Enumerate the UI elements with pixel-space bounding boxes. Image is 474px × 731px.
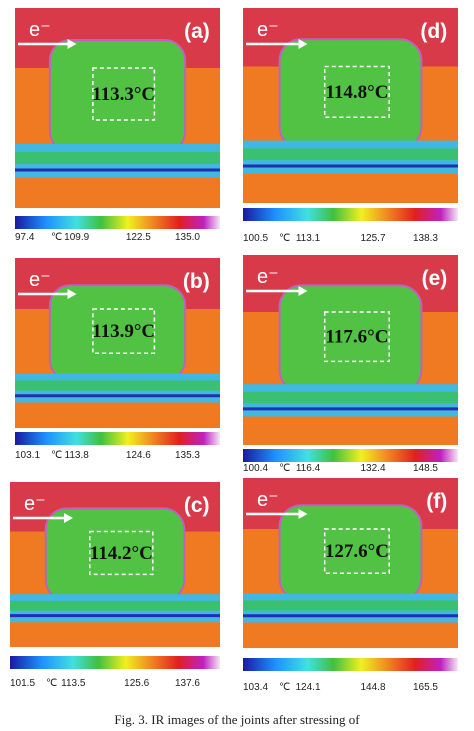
colorbar-tick-label: 109.9 <box>64 232 89 243</box>
panel-label: (b) <box>183 270 210 293</box>
colorbar-tick-label: 103.4 <box>243 682 268 693</box>
measure-box <box>323 311 390 363</box>
colorbar-unit: ℃ <box>279 233 290 244</box>
colorbar-tick-label: 97.4 <box>15 232 35 243</box>
bottom-layer-core <box>10 600 220 611</box>
temperature: 114.2°C <box>90 543 153 564</box>
temperature: 113.3°C <box>92 84 155 105</box>
colorbar-tick-label: 137.6 <box>175 678 200 689</box>
bottom-layer-core <box>243 391 458 404</box>
electron-label: e⁻ <box>257 489 279 511</box>
panel-label: (f) <box>426 490 447 513</box>
colorbar-tick-label: 148.5 <box>413 463 438 474</box>
colorbar-tick-label: 116.4 <box>296 463 321 474</box>
electron-label: e⁻ <box>24 493 46 515</box>
colorbar <box>15 216 220 229</box>
bottom-layer-core <box>243 148 458 161</box>
measure-box <box>89 530 154 576</box>
colorbar-tick-label: 165.5 <box>413 682 438 693</box>
colorbar <box>243 208 458 221</box>
colorbar-tick-label: 125.6 <box>124 678 149 689</box>
temperature: 117.6°C <box>325 327 388 348</box>
temperature: 127.6°C <box>325 541 389 562</box>
colorbar-tick-label: 135.0 <box>175 232 200 243</box>
colorbar-tick-label: 132.4 <box>360 463 385 474</box>
arrow-head <box>67 289 77 299</box>
temperature: 113.9°C <box>92 321 155 342</box>
colorbar <box>243 658 458 671</box>
colorbar-unit: ℃ <box>51 232 62 243</box>
colorbar-tick-label: 101.5 <box>10 678 35 689</box>
ir-panel: 117.6°C (e) e⁻ 100.4 116.4 132.4 148.5 ℃ <box>243 255 458 474</box>
arrow-head <box>298 509 308 519</box>
measure-box <box>92 308 156 354</box>
caption: Fig. 3. IR images of the joints after st… <box>114 712 360 727</box>
ir-panel: 113.3°C (a) e⁻ 97.4 109.9 122.5 135.0 ℃ <box>15 8 220 243</box>
colorbar-tick-label: 124.6 <box>126 450 151 461</box>
bottom-layer-core <box>15 380 220 391</box>
arrow-head <box>298 39 308 49</box>
temperature: 114.8°C <box>325 82 388 103</box>
colorbar-tick-label: 100.5 <box>243 233 268 244</box>
ir-panel: 114.2°C (c) e⁻ 101.5 113.5 125.6 137.6 ℃ <box>10 482 220 689</box>
colorbar-unit: ℃ <box>279 682 290 693</box>
panel-label: (d) <box>420 20 447 43</box>
ir-panel: 127.6°C (f) e⁻ 103.4 124.1 144.8 165.5 ℃ <box>243 478 458 693</box>
electron-label: e⁻ <box>29 19 51 41</box>
ir-panel: 113.9°C (b) e⁻ 103.1 113.8 124.6 135.3 ℃ <box>15 258 220 461</box>
arrow-head <box>298 286 308 296</box>
colorbar <box>243 449 458 462</box>
measure-box <box>323 528 390 574</box>
colorbar-tick-label: 135.3 <box>175 450 200 461</box>
arrow-head <box>67 39 77 49</box>
bottom-layer-core <box>15 152 220 164</box>
colorbar-unit: ℃ <box>279 463 290 474</box>
colorbar-tick-label: 138.3 <box>413 233 438 244</box>
colorbar-tick-label: 122.5 <box>126 232 151 243</box>
measure-box <box>323 65 390 118</box>
colorbar <box>15 432 220 445</box>
colorbar-tick-label: 113.5 <box>61 678 86 689</box>
colorbar-tick-label: 103.1 <box>15 450 40 461</box>
colorbar-tick-label: 144.8 <box>360 682 385 693</box>
electron-label: e⁻ <box>257 19 279 41</box>
colorbar-tick-label: 113.8 <box>65 450 90 461</box>
colorbar-unit: ℃ <box>46 678 57 689</box>
measure-box <box>92 67 156 121</box>
bottom-layer-core <box>243 600 458 611</box>
panel-label: (c) <box>184 494 210 517</box>
panel-label: (e) <box>422 267 448 290</box>
colorbar-unit: ℃ <box>51 450 62 461</box>
colorbar-tick-label: 125.7 <box>360 233 385 244</box>
panel-label: (a) <box>184 20 210 43</box>
colorbar <box>10 656 220 669</box>
ir-panel: 114.8°C (d) e⁻ 100.5 113.1 125.7 138.3 ℃ <box>243 8 458 244</box>
colorbar-tick-label: 100.4 <box>243 463 268 474</box>
electron-label: e⁻ <box>257 266 279 288</box>
electron-label: e⁻ <box>29 269 51 291</box>
colorbar-tick-label: 124.1 <box>295 682 320 693</box>
arrow-head <box>64 513 73 523</box>
colorbar-tick-label: 113.1 <box>296 233 321 244</box>
